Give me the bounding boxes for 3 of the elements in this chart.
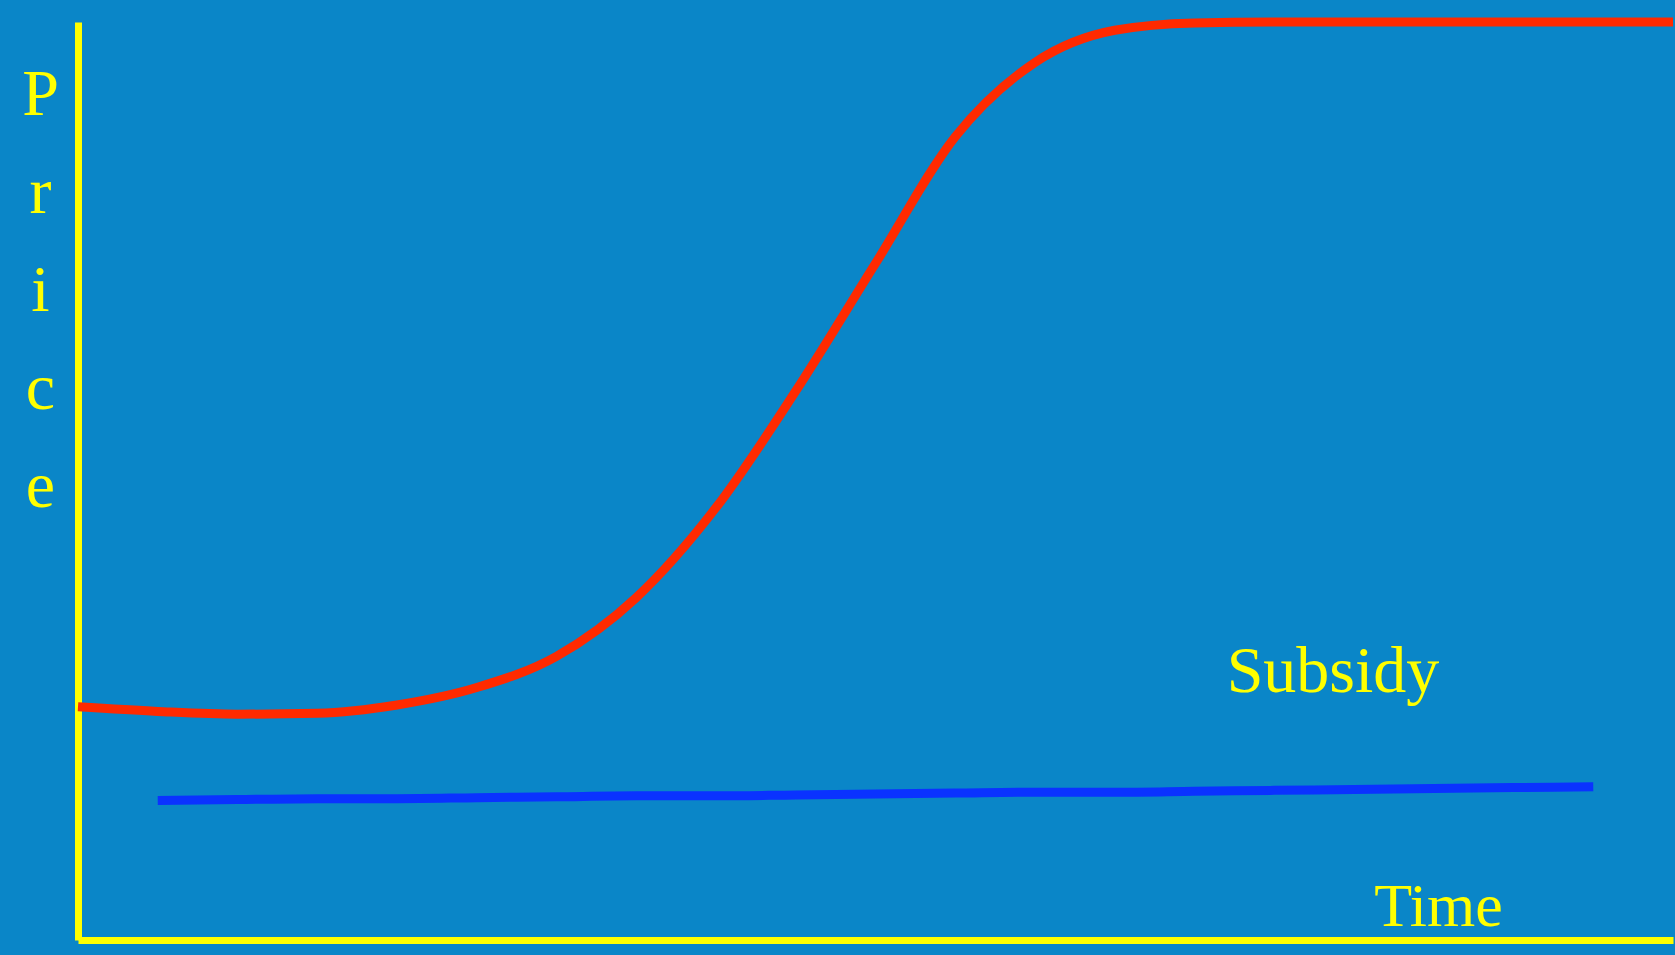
x-axis-title: Time xyxy=(1374,870,1503,939)
y-axis-title: Price xyxy=(22,55,59,521)
annotation: Subsidy xyxy=(1226,633,1440,706)
